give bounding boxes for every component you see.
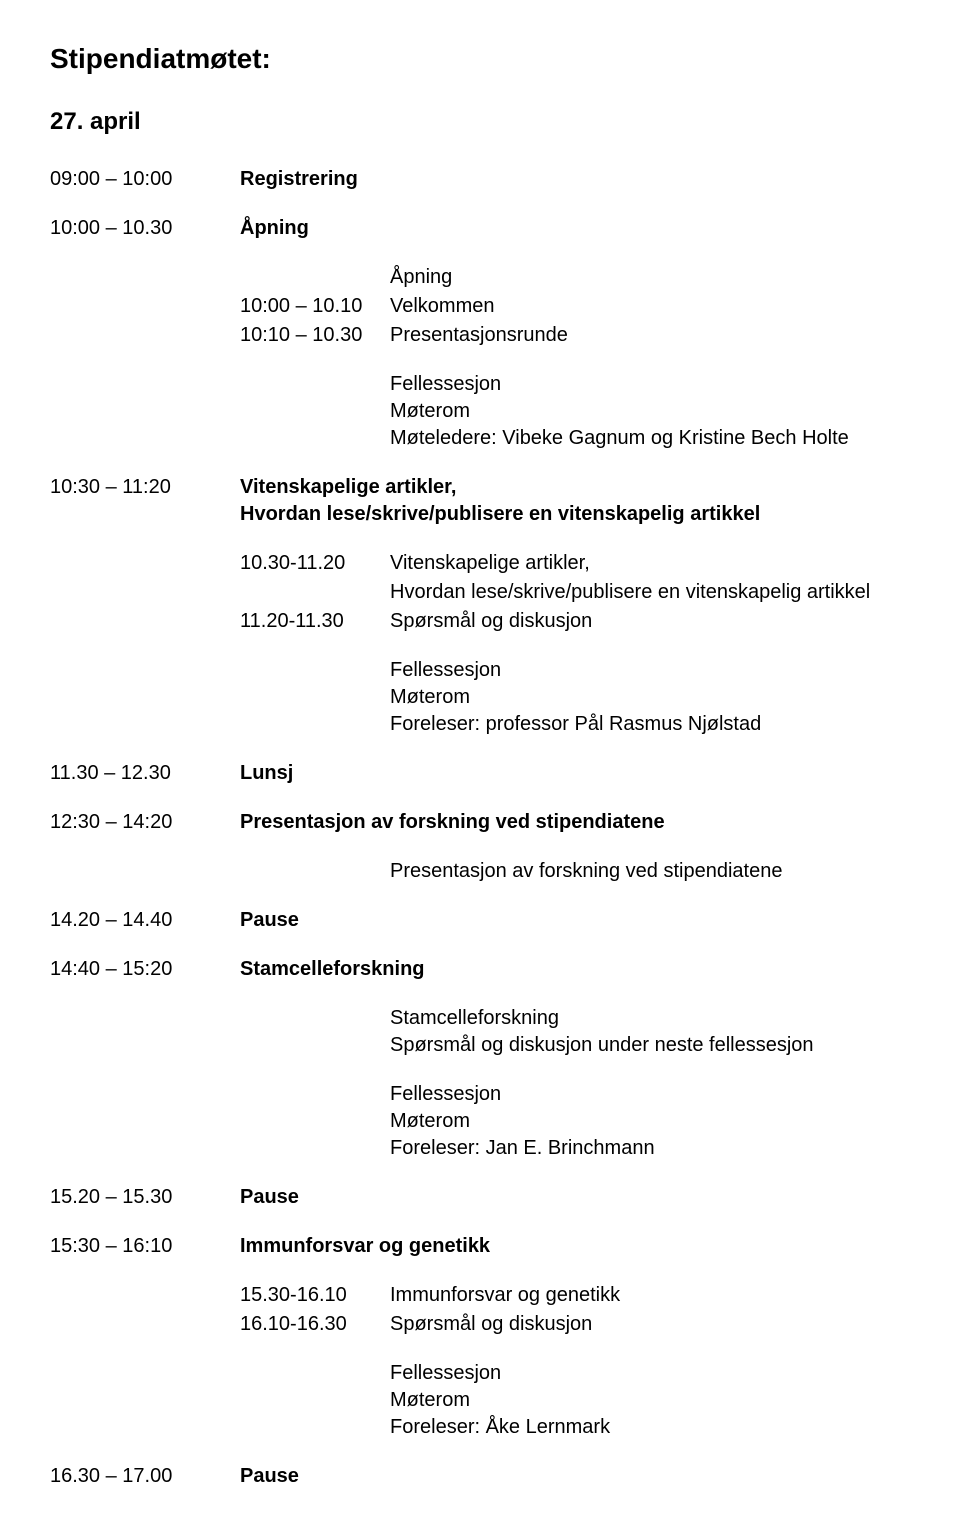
- schedule-row: 15.20 – 15.30 Pause: [50, 1184, 910, 1211]
- meta-line: Møterom: [240, 398, 910, 425]
- sub-time: 10:00 – 10.10: [240, 293, 390, 320]
- schedule-row: 10:00 – 10.30 Åpning: [50, 215, 910, 242]
- meta-line: Stamcelleforskning: [240, 1005, 910, 1032]
- event-label: Registrering: [240, 166, 358, 193]
- event-label: Pause: [240, 1463, 299, 1490]
- time-range: 16.30 – 17.00: [50, 1463, 240, 1490]
- event-label: Presentasjon av forskning ved stipendiat…: [240, 809, 665, 836]
- schedule-row: 16.30 – 17.00 Pause: [50, 1463, 910, 1490]
- time-range: 10:30 – 11:20: [50, 474, 240, 528]
- sub-item: Presentasjonsrunde: [390, 322, 568, 349]
- sub-block: Åpning 10:00 – 10.10Velkommen 10:10 – 10…: [240, 264, 910, 349]
- schedule-row: 11.30 – 12.30 Lunsj: [50, 760, 910, 787]
- meta-line: Møterom: [240, 1108, 910, 1135]
- page-title: Stipendiatmøtet:: [50, 40, 910, 78]
- schedule-row: 12:30 – 14:20 Presentasjon av forskning …: [50, 809, 910, 836]
- meta-block: Stamcelleforskning Spørsmål og diskusjon…: [240, 1005, 910, 1059]
- schedule-row: 14.20 – 14.40 Pause: [50, 907, 910, 934]
- time-range: 14.20 – 14.40: [50, 907, 240, 934]
- sub-item: Spørsmål og diskusjon: [390, 1311, 592, 1338]
- event-label: Vitenskapelige artikler, Hvordan lese/sk…: [240, 474, 760, 528]
- sub-item: Vitenskapelige artikler,: [390, 550, 590, 577]
- sub-time: 15.30-16.10: [240, 1282, 390, 1309]
- time-range: 15.20 – 15.30: [50, 1184, 240, 1211]
- sub-item: Immunforsvar og genetikk: [390, 1282, 620, 1309]
- meta-block: Fellessesjon Møterom Foreleser: professo…: [240, 657, 910, 738]
- meta-line: Fellessesjon: [240, 1081, 910, 1108]
- meta-line: Møteledere: Vibeke Gagnum og Kristine Be…: [240, 425, 910, 452]
- time-range: 14:40 – 15:20: [50, 956, 240, 983]
- meta-line: Møterom: [240, 1387, 910, 1414]
- time-range: 11.30 – 12.30: [50, 760, 240, 787]
- schedule-row: 14:40 – 15:20 Stamcelleforskning: [50, 956, 910, 983]
- meta-block: Fellessesjon Møterom Møteledere: Vibeke …: [240, 371, 910, 452]
- sub-time: 10.30-11.20: [240, 550, 390, 577]
- sub-block: 10.30-11.20Vitenskapelige artikler, Hvor…: [240, 550, 910, 635]
- schedule-row: 10:30 – 11:20 Vitenskapelige artikler, H…: [50, 474, 910, 528]
- meta-line: Foreleser: Åke Lernmark: [240, 1414, 910, 1441]
- meta-line: Fellessesjon: [240, 371, 910, 398]
- meta-line: Møterom: [240, 684, 910, 711]
- sub-item: Åpning: [390, 264, 452, 291]
- time-range: 12:30 – 14:20: [50, 809, 240, 836]
- sub-time: 10:10 – 10.30: [240, 322, 390, 349]
- meta-line: Fellessesjon: [240, 1360, 910, 1387]
- meta-block: Presentasjon av forskning ved stipendiat…: [240, 858, 910, 885]
- meta-line: Presentasjon av forskning ved stipendiat…: [240, 858, 910, 885]
- sub-item: Spørsmål og diskusjon: [390, 608, 592, 635]
- meta-line: Spørsmål og diskusjon under neste felles…: [240, 1032, 910, 1059]
- schedule-row: 15:30 – 16:10 Immunforsvar og genetikk: [50, 1233, 910, 1260]
- sub-block: 15.30-16.10Immunforsvar og genetikk 16.1…: [240, 1282, 910, 1338]
- schedule-row: 09:00 – 10:00 Registrering: [50, 166, 910, 193]
- time-range: 09:00 – 10:00: [50, 166, 240, 193]
- sub-item: Velkommen: [390, 293, 495, 320]
- sub-item: Hvordan lese/skrive/publisere en vitensk…: [390, 579, 870, 606]
- event-label: Stamcelleforskning: [240, 956, 425, 983]
- event-label: Åpning: [240, 215, 309, 242]
- sub-time: 11.20-11.30: [240, 608, 390, 635]
- meta-line: Foreleser: professor Pål Rasmus Njølstad: [240, 711, 910, 738]
- time-range: 15:30 – 16:10: [50, 1233, 240, 1260]
- event-label: Lunsj: [240, 760, 293, 787]
- event-label: Pause: [240, 1184, 299, 1211]
- time-range: 10:00 – 10.30: [50, 215, 240, 242]
- date-heading: 27. april: [50, 106, 910, 138]
- sub-time: 16.10-16.30: [240, 1311, 390, 1338]
- event-label: Immunforsvar og genetikk: [240, 1233, 490, 1260]
- meta-line: Fellessesjon: [240, 657, 910, 684]
- meta-block: Fellessesjon Møterom Foreleser: Åke Lern…: [240, 1360, 910, 1441]
- meta-line: Foreleser: Jan E. Brinchmann: [240, 1135, 910, 1162]
- event-label: Pause: [240, 907, 299, 934]
- meta-block: Fellessesjon Møterom Foreleser: Jan E. B…: [240, 1081, 910, 1162]
